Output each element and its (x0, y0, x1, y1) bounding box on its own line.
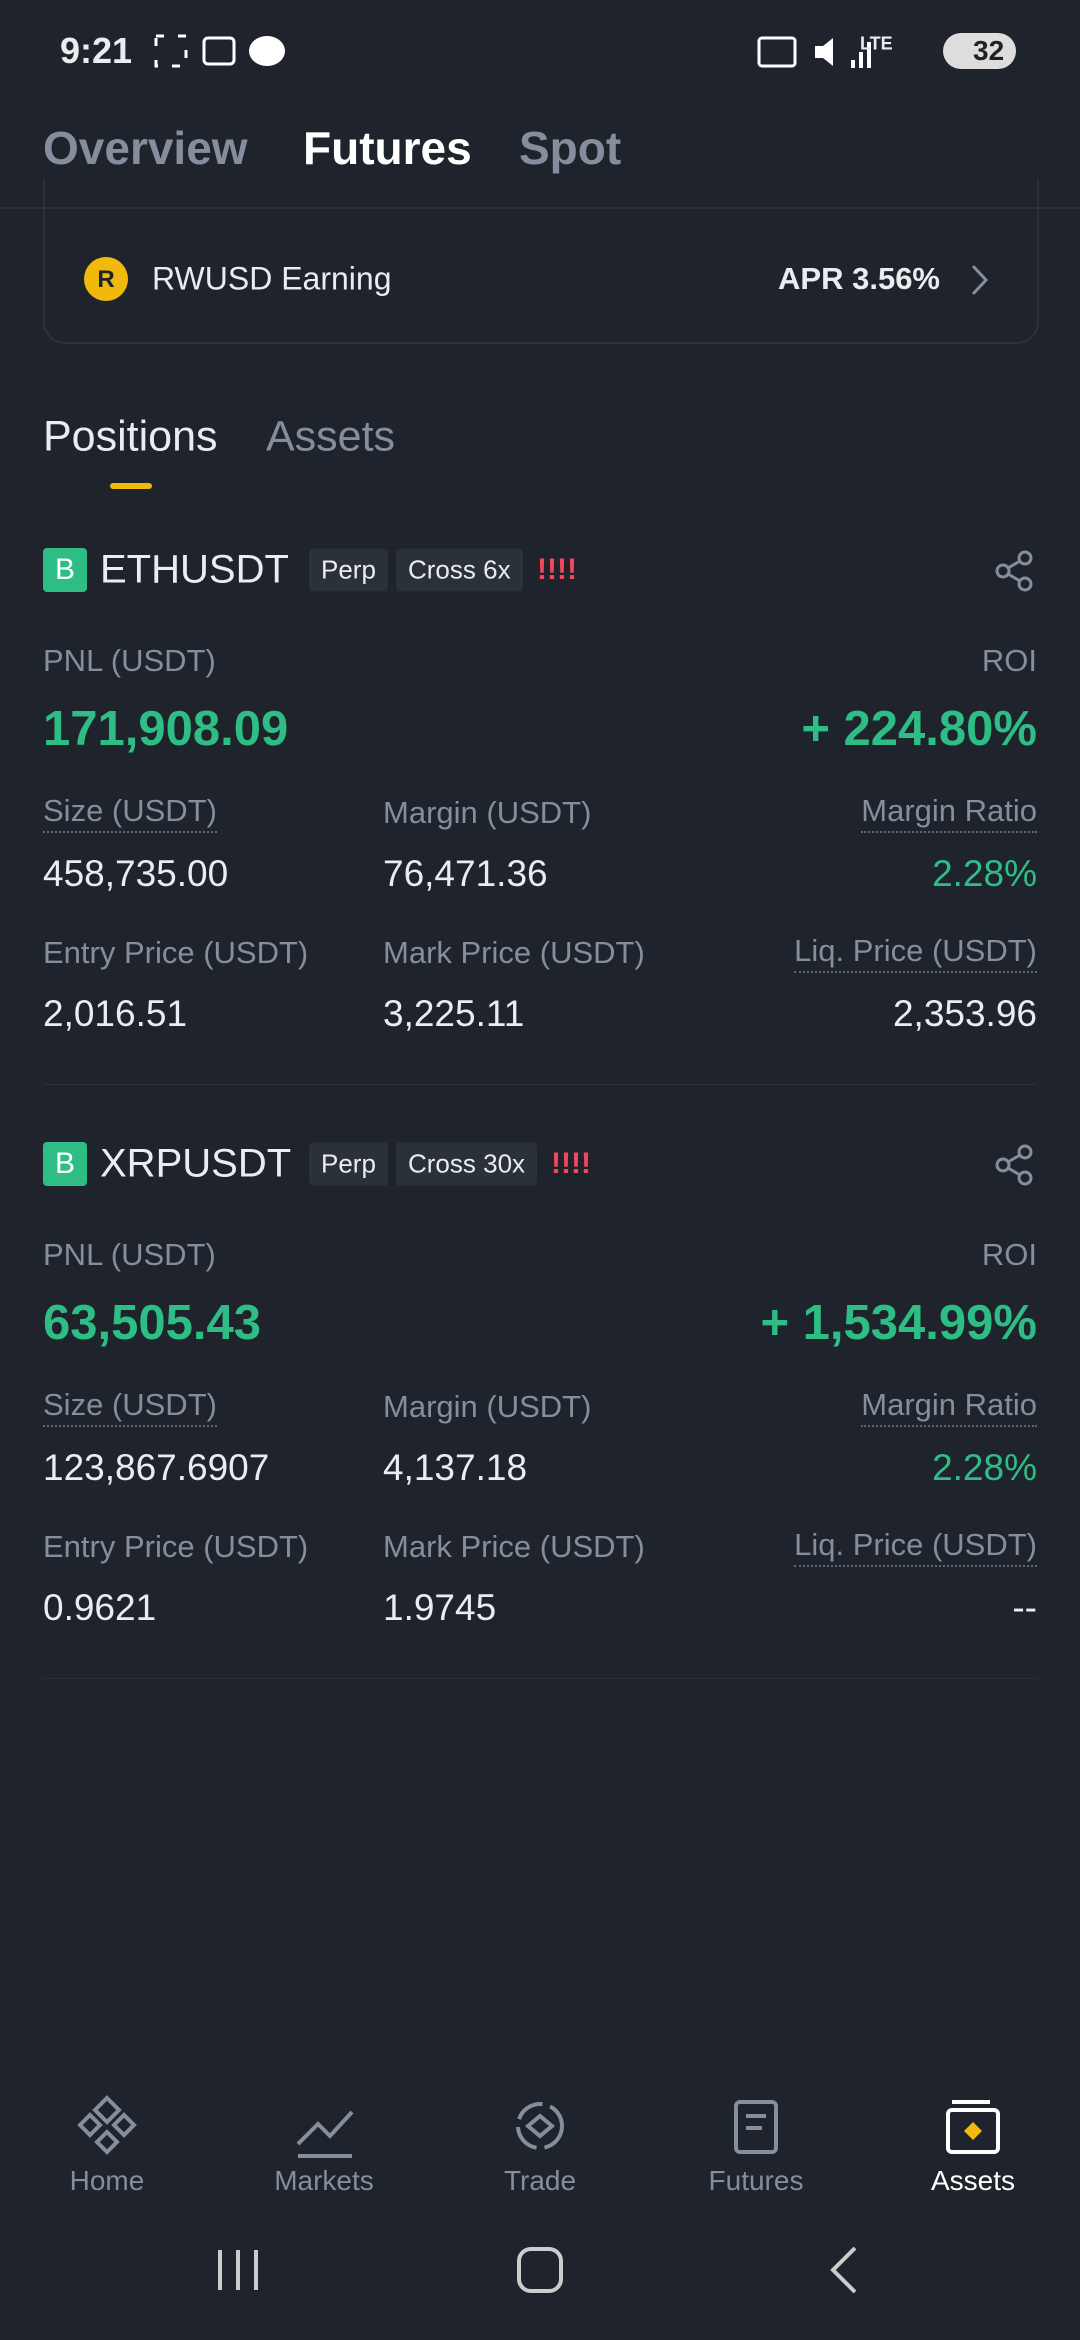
signal-icons (757, 36, 871, 68)
chevron (971, 264, 989, 296)
header-divider (0, 207, 1080, 209)
margin-mode: Cross 6x (396, 548, 523, 592)
status-icons (154, 34, 285, 68)
contract-type: Perp (309, 1142, 388, 1186)
nav-icons (77, 2095, 1000, 2158)
field-value: 76,471.36 (383, 853, 548, 894)
rwusd-icon: R (84, 257, 128, 301)
field-label: Liq. Price (USDT) (794, 933, 1037, 973)
earn-apr: APR 3.56% (778, 261, 940, 296)
field-value: -- (1012, 1587, 1037, 1628)
field-value: 123,867.6907 (43, 1447, 270, 1488)
field-label: Margin Ratio (861, 1387, 1037, 1427)
tab-indicator (110, 483, 152, 489)
nav-item[interactable]: Assets (930, 2165, 1016, 2196)
network-type: LTE (860, 33, 893, 54)
field-label: Entry Price (USDT) (43, 935, 309, 970)
field-label: Margin Ratio (861, 793, 1037, 833)
risk-indicator: !!!! (537, 553, 577, 586)
roi-value: + 224.80% (801, 702, 1037, 756)
field-label: Margin (USDT) (383, 795, 592, 830)
pnl-label: PNL (USDT) (43, 1237, 216, 1272)
section-tab[interactable]: Assets (266, 412, 396, 461)
pnl-value: 63,505.43 (43, 1296, 261, 1350)
field-label: Size (USDT) (43, 793, 217, 833)
position-divider (43, 1084, 1037, 1085)
earn-name: RWUSD Earning (152, 260, 392, 297)
top-tab[interactable]: Overview (43, 122, 248, 174)
pnl-value: 171,908.09 (43, 702, 289, 756)
clock: 9:21 (60, 30, 133, 71)
field-value: 4,137.18 (383, 1447, 528, 1488)
field-label: Mark Price (USDT) (383, 935, 645, 970)
system-nav (218, 2246, 857, 2294)
share-button[interactable] (994, 550, 1036, 592)
field-value: 2.28% (932, 853, 1037, 894)
field-value: 0.9621 (43, 1587, 157, 1628)
risk-indicator: !!!! (551, 1147, 591, 1180)
side-badge: B (43, 1142, 87, 1186)
field-value: 2,353.96 (892, 993, 1037, 1034)
field-label: Margin (USDT) (383, 1389, 592, 1424)
share-button[interactable] (994, 1144, 1036, 1186)
field-value: 1.9745 (383, 1587, 497, 1628)
symbol: XRPUSDT (100, 1141, 292, 1186)
side-badge: B (43, 548, 87, 592)
field-label: Liq. Price (USDT) (794, 1527, 1037, 1567)
field-value: 2,016.51 (43, 993, 188, 1034)
field-label: Size (USDT) (43, 1387, 217, 1427)
svg-text:R: R (97, 266, 114, 293)
position-divider (43, 1678, 1037, 1679)
top-tab[interactable]: Futures (303, 122, 472, 174)
field-value: 3,225.11 (383, 993, 525, 1034)
section-tab[interactable]: Positions (43, 412, 218, 461)
nav-item[interactable]: Futures (708, 2165, 804, 2196)
roi-label: ROI (981, 643, 1037, 678)
roi-value: + 1,534.99% (760, 1296, 1037, 1350)
pnl-label: PNL (USDT) (43, 643, 216, 678)
nav-item[interactable]: Trade (503, 2165, 577, 2196)
earn-card[interactable] (43, 180, 1039, 344)
field-label: Mark Price (USDT) (383, 1529, 645, 1564)
nav-item[interactable]: Home (69, 2165, 145, 2196)
contract-type: Perp (309, 548, 388, 592)
field-value: 2.28% (932, 1447, 1037, 1488)
battery: 32 (943, 33, 1017, 69)
symbol: ETHUSDT (100, 547, 289, 592)
margin-mode: Cross 30x (396, 1142, 538, 1186)
roi-label: ROI (981, 1237, 1037, 1272)
nav-item[interactable]: Markets (274, 2165, 374, 2196)
field-value: 458,735.00 (43, 853, 229, 894)
field-label: Entry Price (USDT) (43, 1529, 309, 1564)
top-tab[interactable]: Spot (519, 122, 622, 174)
